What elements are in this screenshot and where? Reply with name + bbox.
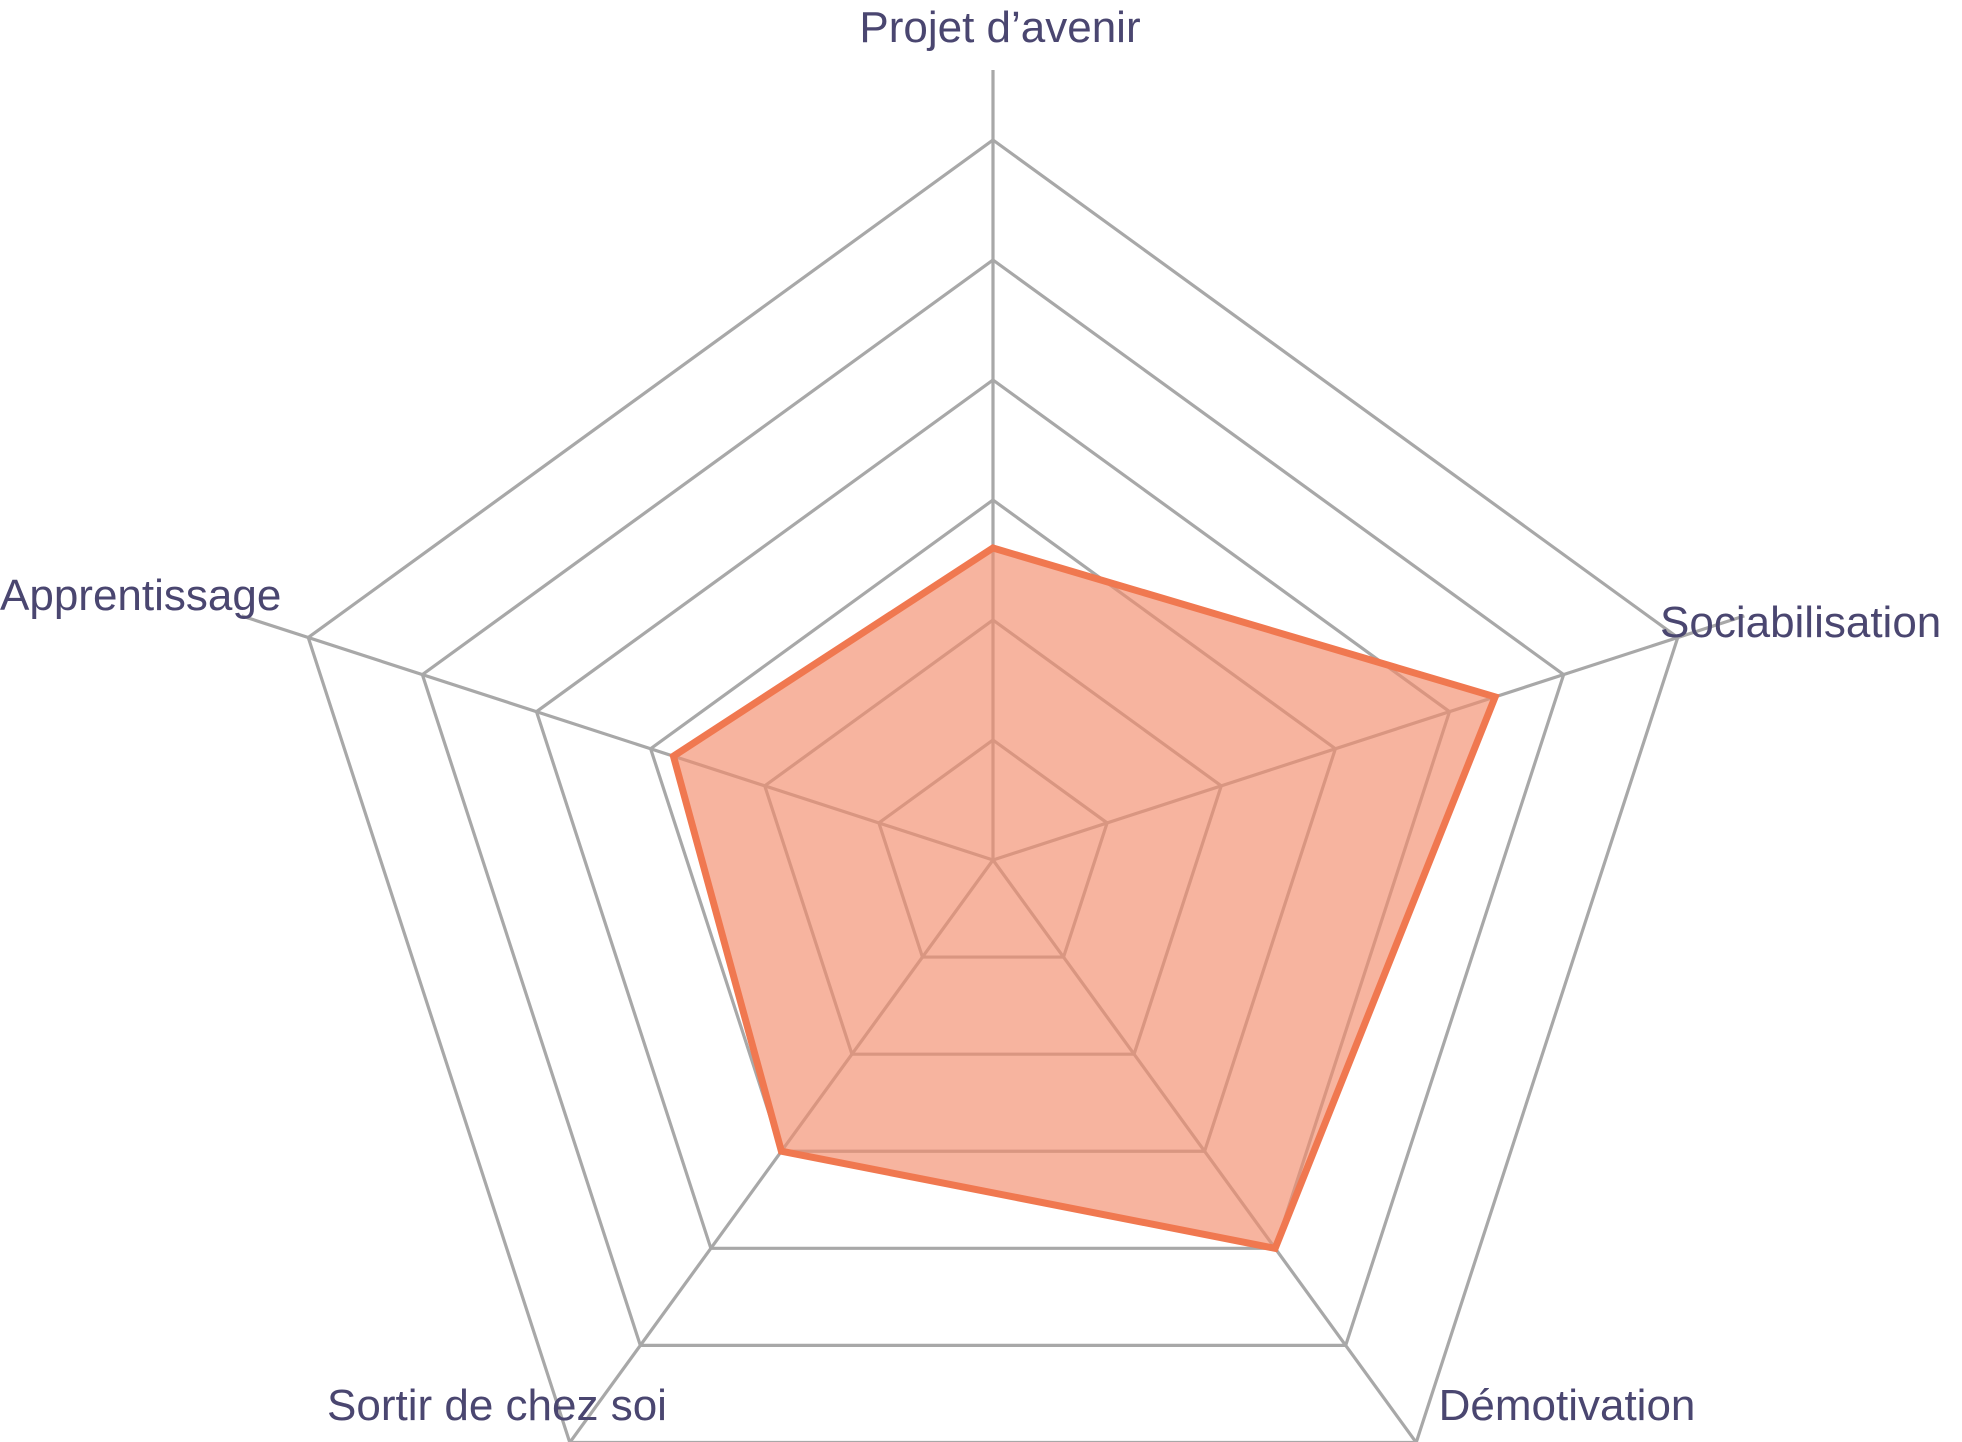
axis-label-0: Projet d’avenir (859, 3, 1140, 52)
radar-series (669, 544, 1500, 1253)
axis-label-3: Sortir de chez soi (327, 1381, 667, 1430)
grid-ring-4 (534, 378, 1452, 1250)
grid-ring-6 (306, 138, 1680, 1442)
series-area-0 (669, 544, 1500, 1253)
axis-label-2: Démotivation (1439, 1381, 1696, 1430)
axis-label-1: Sociabilisation (1660, 598, 1941, 647)
grid-ring-5 (420, 258, 1566, 1348)
axis-labels: Projet d’avenir Sociabilisation Démotivati… (0, 3, 1941, 1430)
axis-label-4: Apprentissage (0, 571, 281, 620)
